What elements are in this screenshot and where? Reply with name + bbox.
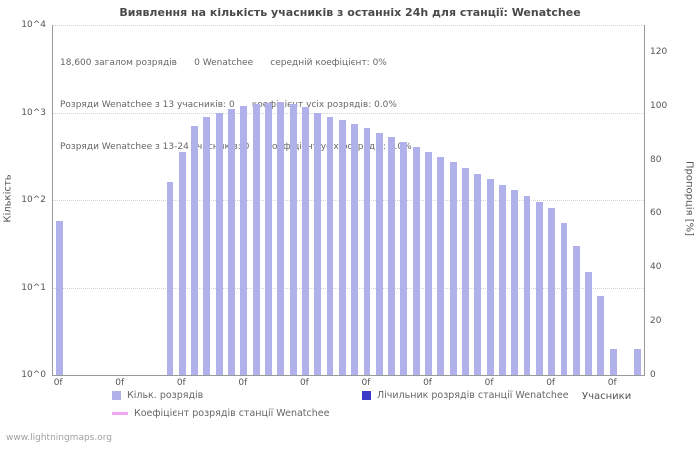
bar — [314, 112, 322, 375]
bar — [203, 116, 211, 375]
legend-label-station-counter: Лічильник розрядів станції Wenatchee — [377, 390, 569, 401]
bar — [351, 123, 359, 375]
bar — [240, 105, 248, 375]
bar — [289, 104, 297, 375]
bar — [474, 173, 482, 375]
bar — [535, 201, 543, 375]
bar — [609, 348, 617, 375]
bar — [166, 182, 174, 375]
y-tick-label-right: 120 — [650, 46, 668, 57]
y-axis-ticks-left: 10^4 10^3 10^2 10^1 10^0 — [10, 20, 48, 380]
x-tick-label: 0f — [607, 378, 617, 388]
y-tick-label-left: 10^4 — [21, 20, 46, 30]
bar — [597, 295, 605, 375]
plot-area — [52, 25, 645, 376]
y-tick-label-left: 10^1 — [21, 282, 46, 293]
bar — [523, 196, 531, 375]
bar — [388, 137, 396, 375]
bar — [548, 208, 556, 375]
x-tick-label: 0f — [484, 378, 494, 388]
bar — [228, 108, 235, 375]
x-tick-label: 0f — [299, 378, 309, 388]
gridline — [53, 112, 644, 114]
y-tick-label-right: 20 — [650, 316, 662, 327]
bar — [265, 102, 272, 375]
chart-title: Виявлення на кількість учасників з остан… — [119, 6, 581, 19]
bar — [572, 245, 580, 375]
bar — [215, 112, 223, 375]
y-tick-label-right: 100 — [650, 100, 668, 111]
legend-item-counts: Кільк. розрядів — [112, 390, 203, 401]
site-link[interactable]: www.lightningmaps.org — [6, 433, 112, 443]
bar — [634, 348, 642, 375]
legend-swatch-counts — [112, 391, 121, 400]
bar — [412, 147, 420, 375]
x-axis-label: Учасники — [582, 391, 632, 402]
legend-label-coefficient: Коефіцієнт розрядів станції Wenatchee — [134, 408, 330, 419]
x-tick-label: 0f — [546, 378, 556, 388]
bar — [326, 116, 334, 375]
bar — [252, 104, 260, 375]
annotation-line-1: 18,600 загалом розрядів 0 Wenatchee сере… — [60, 57, 387, 68]
x-tick-label: 0f — [238, 378, 248, 388]
x-tick-label: 0f — [115, 378, 125, 388]
bar — [338, 120, 346, 375]
bar — [178, 152, 186, 375]
legend-item-station-counter: Лічильник розрядів станції Wenatchee — [362, 390, 569, 401]
bar — [511, 190, 519, 375]
bar — [375, 132, 383, 375]
bar — [498, 184, 506, 375]
y-tick-label-right: 60 — [650, 208, 662, 219]
bar — [301, 107, 309, 375]
gridline — [53, 287, 644, 289]
bar — [55, 221, 63, 375]
bar — [425, 152, 432, 375]
y-tick-label-right: 0 — [650, 370, 656, 380]
legend-swatch-coefficient — [112, 412, 128, 415]
y-tick-label-left: 10^0 — [21, 370, 46, 380]
x-tick-label: 0f — [423, 378, 432, 388]
y-tick-label-left: 10^3 — [21, 107, 46, 118]
bar — [585, 272, 593, 375]
bar — [191, 126, 199, 375]
bar — [449, 162, 457, 375]
x-tick-label: 0f — [53, 378, 63, 388]
y-axis-ticks-right: 120 100 80 60 40 20 0 — [648, 25, 688, 380]
bar — [462, 167, 469, 375]
bar — [400, 142, 408, 375]
x-tick-label: 0f — [176, 378, 186, 388]
legend-label-counts: Кільк. розрядів — [127, 390, 204, 401]
bar — [560, 222, 568, 375]
y-tick-label-left: 10^2 — [21, 195, 46, 205]
y-tick-label-right: 80 — [650, 154, 662, 165]
legend-item-coefficient: Коефіцієнт розрядів станції Wenatchee — [112, 408, 329, 419]
x-axis-ticks: 0f 0f 0f 0f 0f 0f 0f 0f 0f 0f — [52, 378, 643, 390]
bar — [277, 101, 285, 375]
bar — [363, 128, 371, 375]
legend-swatch-station-counter — [362, 391, 371, 400]
x-tick-label: 0f — [361, 378, 371, 388]
gridline — [53, 25, 644, 26]
bar — [437, 157, 445, 375]
y-tick-label-right: 40 — [650, 262, 662, 273]
gridline — [53, 200, 644, 201]
bar — [486, 178, 494, 375]
